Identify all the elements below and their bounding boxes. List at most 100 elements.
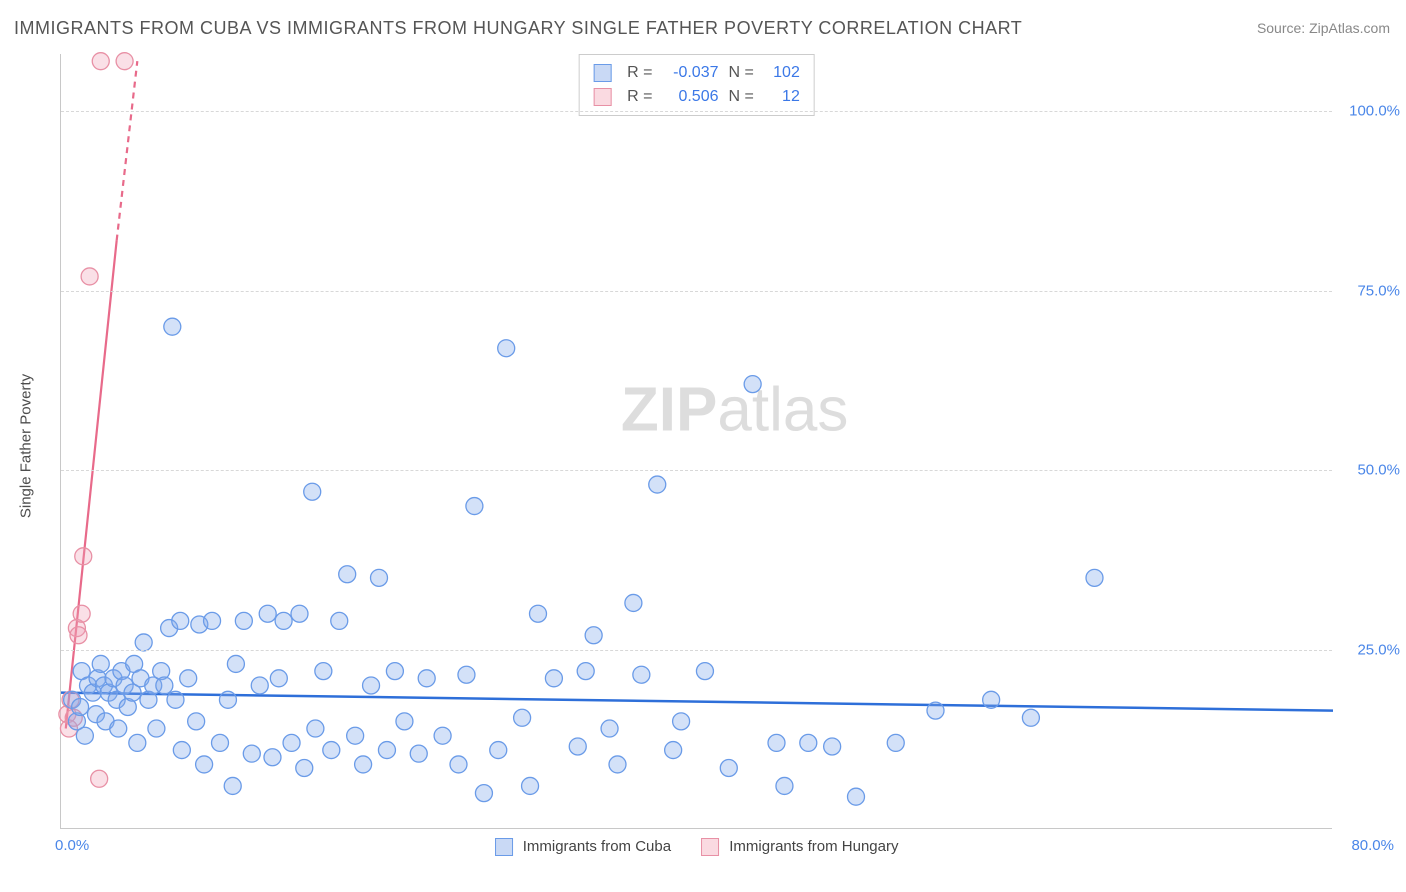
stats-n-value-1: 102	[764, 61, 800, 85]
point-cuba	[76, 727, 93, 744]
point-cuba	[545, 670, 562, 687]
point-hungary	[73, 605, 90, 622]
point-cuba	[530, 605, 547, 622]
point-cuba	[569, 738, 586, 755]
point-cuba	[204, 612, 221, 629]
y-tick-label: 100.0%	[1340, 103, 1400, 120]
point-cuba	[514, 709, 531, 726]
point-cuba	[396, 713, 413, 730]
point-cuba	[458, 666, 475, 683]
trend-line	[61, 693, 1333, 711]
point-cuba	[522, 777, 539, 794]
stats-r-label-2: R =	[627, 85, 652, 109]
point-cuba	[235, 612, 252, 629]
gridline	[61, 291, 1332, 292]
point-cuba	[173, 742, 190, 759]
y-tick-label: 75.0%	[1340, 282, 1400, 299]
swatch-blue-icon	[593, 64, 611, 82]
point-hungary	[91, 770, 108, 787]
point-cuba	[291, 605, 308, 622]
point-hungary	[92, 53, 109, 70]
stats-n-value-2: 12	[764, 85, 800, 109]
point-cuba	[824, 738, 841, 755]
point-cuba	[625, 594, 642, 611]
point-cuba	[110, 720, 127, 737]
point-cuba	[371, 569, 388, 586]
point-cuba	[848, 788, 865, 805]
point-cuba	[386, 663, 403, 680]
gridline	[61, 650, 1332, 651]
point-cuba	[224, 777, 241, 794]
point-hungary	[70, 627, 87, 644]
y-tick-label: 50.0%	[1340, 462, 1400, 479]
point-cuba	[983, 691, 1000, 708]
point-hungary	[116, 53, 133, 70]
point-cuba	[363, 677, 380, 694]
x-tick-max: 80.0%	[1351, 837, 1394, 854]
point-hungary	[81, 268, 98, 285]
point-cuba	[339, 566, 356, 583]
point-cuba	[129, 734, 146, 751]
stats-row-1: R = -0.037 N = 102	[593, 61, 800, 85]
point-cuba	[227, 655, 244, 672]
point-cuba	[410, 745, 427, 762]
point-cuba	[490, 742, 507, 759]
point-cuba	[243, 745, 260, 762]
point-cuba	[475, 785, 492, 802]
legend-item-1: Immigrants from Cuba	[495, 838, 672, 856]
point-cuba	[331, 612, 348, 629]
point-cuba	[1086, 569, 1103, 586]
plot-area: ZIPatlas R = -0.037 N = 102 R = 0.506 N …	[60, 54, 1332, 829]
swatch-pink-icon	[593, 88, 611, 106]
point-cuba	[585, 627, 602, 644]
point-cuba	[188, 713, 205, 730]
legend-bottom: Immigrants from Cuba Immigrants from Hun…	[495, 838, 899, 856]
point-cuba	[418, 670, 435, 687]
stats-row-2: R = 0.506 N = 12	[593, 85, 800, 109]
legend-item-2: Immigrants from Hungary	[701, 838, 898, 856]
point-cuba	[498, 340, 515, 357]
point-cuba	[296, 760, 313, 777]
point-cuba	[347, 727, 364, 744]
point-cuba	[315, 663, 332, 680]
point-cuba	[744, 376, 761, 393]
point-cuba	[219, 691, 236, 708]
point-cuba	[927, 702, 944, 719]
point-cuba	[633, 666, 650, 683]
point-cuba	[270, 670, 287, 687]
legend-label-1: Immigrants from Cuba	[523, 838, 671, 855]
point-cuba	[283, 734, 300, 751]
stats-n-label: N =	[729, 61, 754, 85]
legend-swatch-pink-icon	[701, 838, 719, 856]
point-cuba	[180, 670, 197, 687]
point-cuba	[264, 749, 281, 766]
point-cuba	[776, 777, 793, 794]
stats-r-label: R =	[627, 61, 652, 85]
point-cuba	[307, 720, 324, 737]
legend-label-2: Immigrants from Hungary	[729, 838, 898, 855]
point-cuba	[196, 756, 213, 773]
point-cuba	[434, 727, 451, 744]
point-cuba	[450, 756, 467, 773]
chart-svg	[61, 54, 1332, 828]
stats-n-label-2: N =	[729, 85, 754, 109]
stats-r-value-1: -0.037	[663, 61, 719, 85]
point-cuba	[609, 756, 626, 773]
point-cuba	[673, 713, 690, 730]
source-attribution: Source: ZipAtlas.com	[1257, 20, 1390, 36]
x-tick-min: 0.0%	[55, 837, 89, 854]
point-cuba	[135, 634, 152, 651]
point-cuba	[275, 612, 292, 629]
point-cuba	[696, 663, 713, 680]
point-cuba	[720, 760, 737, 777]
point-cuba	[259, 605, 276, 622]
stats-box: R = -0.037 N = 102 R = 0.506 N = 12	[578, 54, 815, 116]
point-cuba	[1022, 709, 1039, 726]
y-axis-label: Single Father Poverty	[18, 374, 35, 518]
point-cuba	[601, 720, 618, 737]
stats-r-value-2: 0.506	[663, 85, 719, 109]
point-cuba	[156, 677, 173, 694]
point-cuba	[887, 734, 904, 751]
point-cuba	[148, 720, 165, 737]
chart-title: IMMIGRANTS FROM CUBA VS IMMIGRANTS FROM …	[14, 18, 1022, 39]
